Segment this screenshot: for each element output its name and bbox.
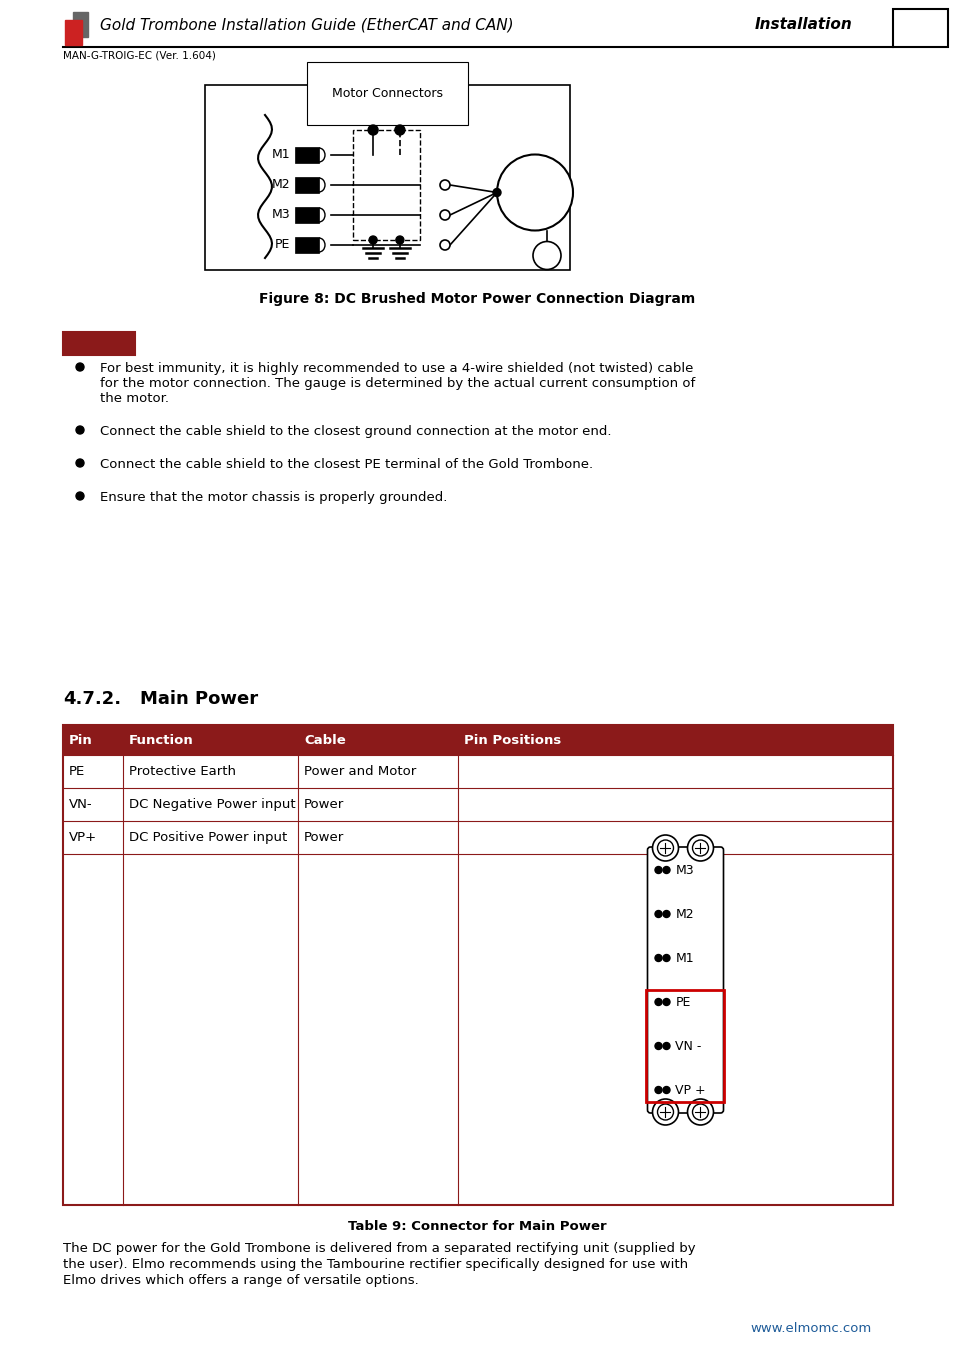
Text: DC Negative Power input: DC Negative Power input	[129, 798, 295, 811]
Text: Ensure that the motor chassis is properly grounded.: Ensure that the motor chassis is properl…	[100, 491, 447, 504]
Text: VP +: VP +	[675, 1084, 705, 1096]
Circle shape	[497, 154, 573, 231]
Circle shape	[687, 1099, 713, 1125]
Circle shape	[692, 840, 708, 856]
Bar	[892, 9, 947, 47]
Circle shape	[657, 840, 673, 856]
Circle shape	[533, 242, 560, 270]
Circle shape	[655, 867, 661, 873]
Text: Power: Power	[304, 798, 344, 811]
Bar	[294, 147, 318, 163]
Text: M2: M2	[271, 178, 290, 192]
Text: 42: 42	[905, 19, 933, 38]
Text: Figure 8: DC Brushed Motor Power Connection Diagram: Figure 8: DC Brushed Motor Power Connect…	[258, 292, 695, 306]
Text: Protective Earth: Protective Earth	[129, 765, 235, 778]
Circle shape	[692, 1104, 708, 1120]
Text: PE: PE	[69, 765, 85, 778]
Circle shape	[76, 459, 84, 467]
Text: 4.7.2.: 4.7.2.	[63, 690, 121, 707]
Polygon shape	[73, 12, 88, 36]
Text: Pin Positions: Pin Positions	[463, 733, 560, 747]
Text: VP+: VP+	[69, 832, 97, 844]
Bar	[205, 85, 569, 270]
Text: Notes:: Notes:	[74, 336, 123, 350]
Bar	[63, 332, 135, 355]
Circle shape	[76, 363, 84, 371]
Circle shape	[439, 240, 450, 250]
Circle shape	[395, 126, 404, 135]
Bar	[294, 238, 318, 252]
Text: Function: Function	[129, 733, 193, 747]
Text: M1: M1	[271, 148, 290, 162]
Text: Gold Trombone Installation Guide (EtherCAT and CAN): Gold Trombone Installation Guide (EtherC…	[100, 18, 513, 32]
Circle shape	[652, 836, 678, 861]
Bar	[294, 177, 318, 193]
Text: Power and Motor: Power and Motor	[304, 765, 416, 778]
Circle shape	[655, 999, 661, 1006]
Text: the user). Elmo recommends using the Tambourine rectifier specifically designed : the user). Elmo recommends using the Tam…	[63, 1258, 687, 1270]
Circle shape	[655, 954, 661, 961]
Text: M1: M1	[675, 952, 694, 964]
Circle shape	[493, 189, 500, 197]
Bar	[63, 725, 892, 755]
Bar	[646, 990, 723, 1102]
Text: Power: Power	[304, 832, 344, 844]
Circle shape	[687, 836, 713, 861]
Text: Connect the cable shield to the closest ground connection at the motor end.: Connect the cable shield to the closest …	[100, 425, 611, 437]
Circle shape	[395, 236, 403, 244]
Text: Elmo drives which offers a range of versatile options.: Elmo drives which offers a range of vers…	[63, 1274, 418, 1287]
Circle shape	[368, 126, 377, 135]
Text: Cable: Cable	[304, 733, 345, 747]
Text: For best immunity, it is highly recommended to use a 4-wire shielded (not twiste: For best immunity, it is highly recommen…	[100, 362, 693, 375]
Circle shape	[439, 211, 450, 220]
Circle shape	[662, 867, 669, 873]
Circle shape	[655, 1087, 661, 1094]
Text: Connect the cable shield to the closest PE terminal of the Gold Trombone.: Connect the cable shield to the closest …	[100, 458, 593, 471]
Bar	[353, 130, 419, 240]
Bar	[294, 207, 318, 223]
Circle shape	[662, 910, 669, 918]
Polygon shape	[65, 20, 82, 45]
Text: VN-: VN-	[69, 798, 92, 811]
Text: M2: M2	[675, 907, 694, 921]
Circle shape	[76, 427, 84, 433]
FancyBboxPatch shape	[647, 846, 722, 1112]
Circle shape	[369, 236, 376, 244]
Text: Table 9: Connector for Main Power: Table 9: Connector for Main Power	[347, 1220, 606, 1233]
Text: M3: M3	[271, 208, 290, 221]
Text: for the motor connection. The gauge is determined by the actual current consumpt: for the motor connection. The gauge is d…	[100, 377, 695, 390]
Circle shape	[439, 180, 450, 190]
Circle shape	[662, 954, 669, 961]
Circle shape	[652, 1099, 678, 1125]
Text: M: M	[525, 184, 544, 202]
Text: MAN-G-TROIG-EC (Ver. 1.604): MAN-G-TROIG-EC (Ver. 1.604)	[63, 51, 215, 61]
Text: PE: PE	[675, 995, 690, 1008]
Text: M3: M3	[675, 864, 694, 876]
Circle shape	[662, 999, 669, 1006]
Text: VN -: VN -	[675, 1040, 701, 1053]
Text: Pin: Pin	[69, 733, 92, 747]
Circle shape	[662, 1087, 669, 1094]
Circle shape	[655, 910, 661, 918]
Text: PE: PE	[274, 239, 290, 251]
Text: Installation: Installation	[754, 18, 852, 32]
Bar	[63, 725, 892, 1206]
Text: www.elmomc.com: www.elmomc.com	[749, 1322, 870, 1335]
Text: DC Positive Power input: DC Positive Power input	[129, 832, 287, 844]
Circle shape	[76, 491, 84, 500]
Text: Main Power: Main Power	[140, 690, 258, 707]
Text: Motor Connectors: Motor Connectors	[332, 86, 442, 100]
Circle shape	[657, 1104, 673, 1120]
Circle shape	[662, 1042, 669, 1049]
Text: The DC power for the Gold Trombone is delivered from a separated rectifying unit: The DC power for the Gold Trombone is de…	[63, 1242, 695, 1256]
Circle shape	[655, 1042, 661, 1049]
Text: the motor.: the motor.	[100, 392, 169, 405]
